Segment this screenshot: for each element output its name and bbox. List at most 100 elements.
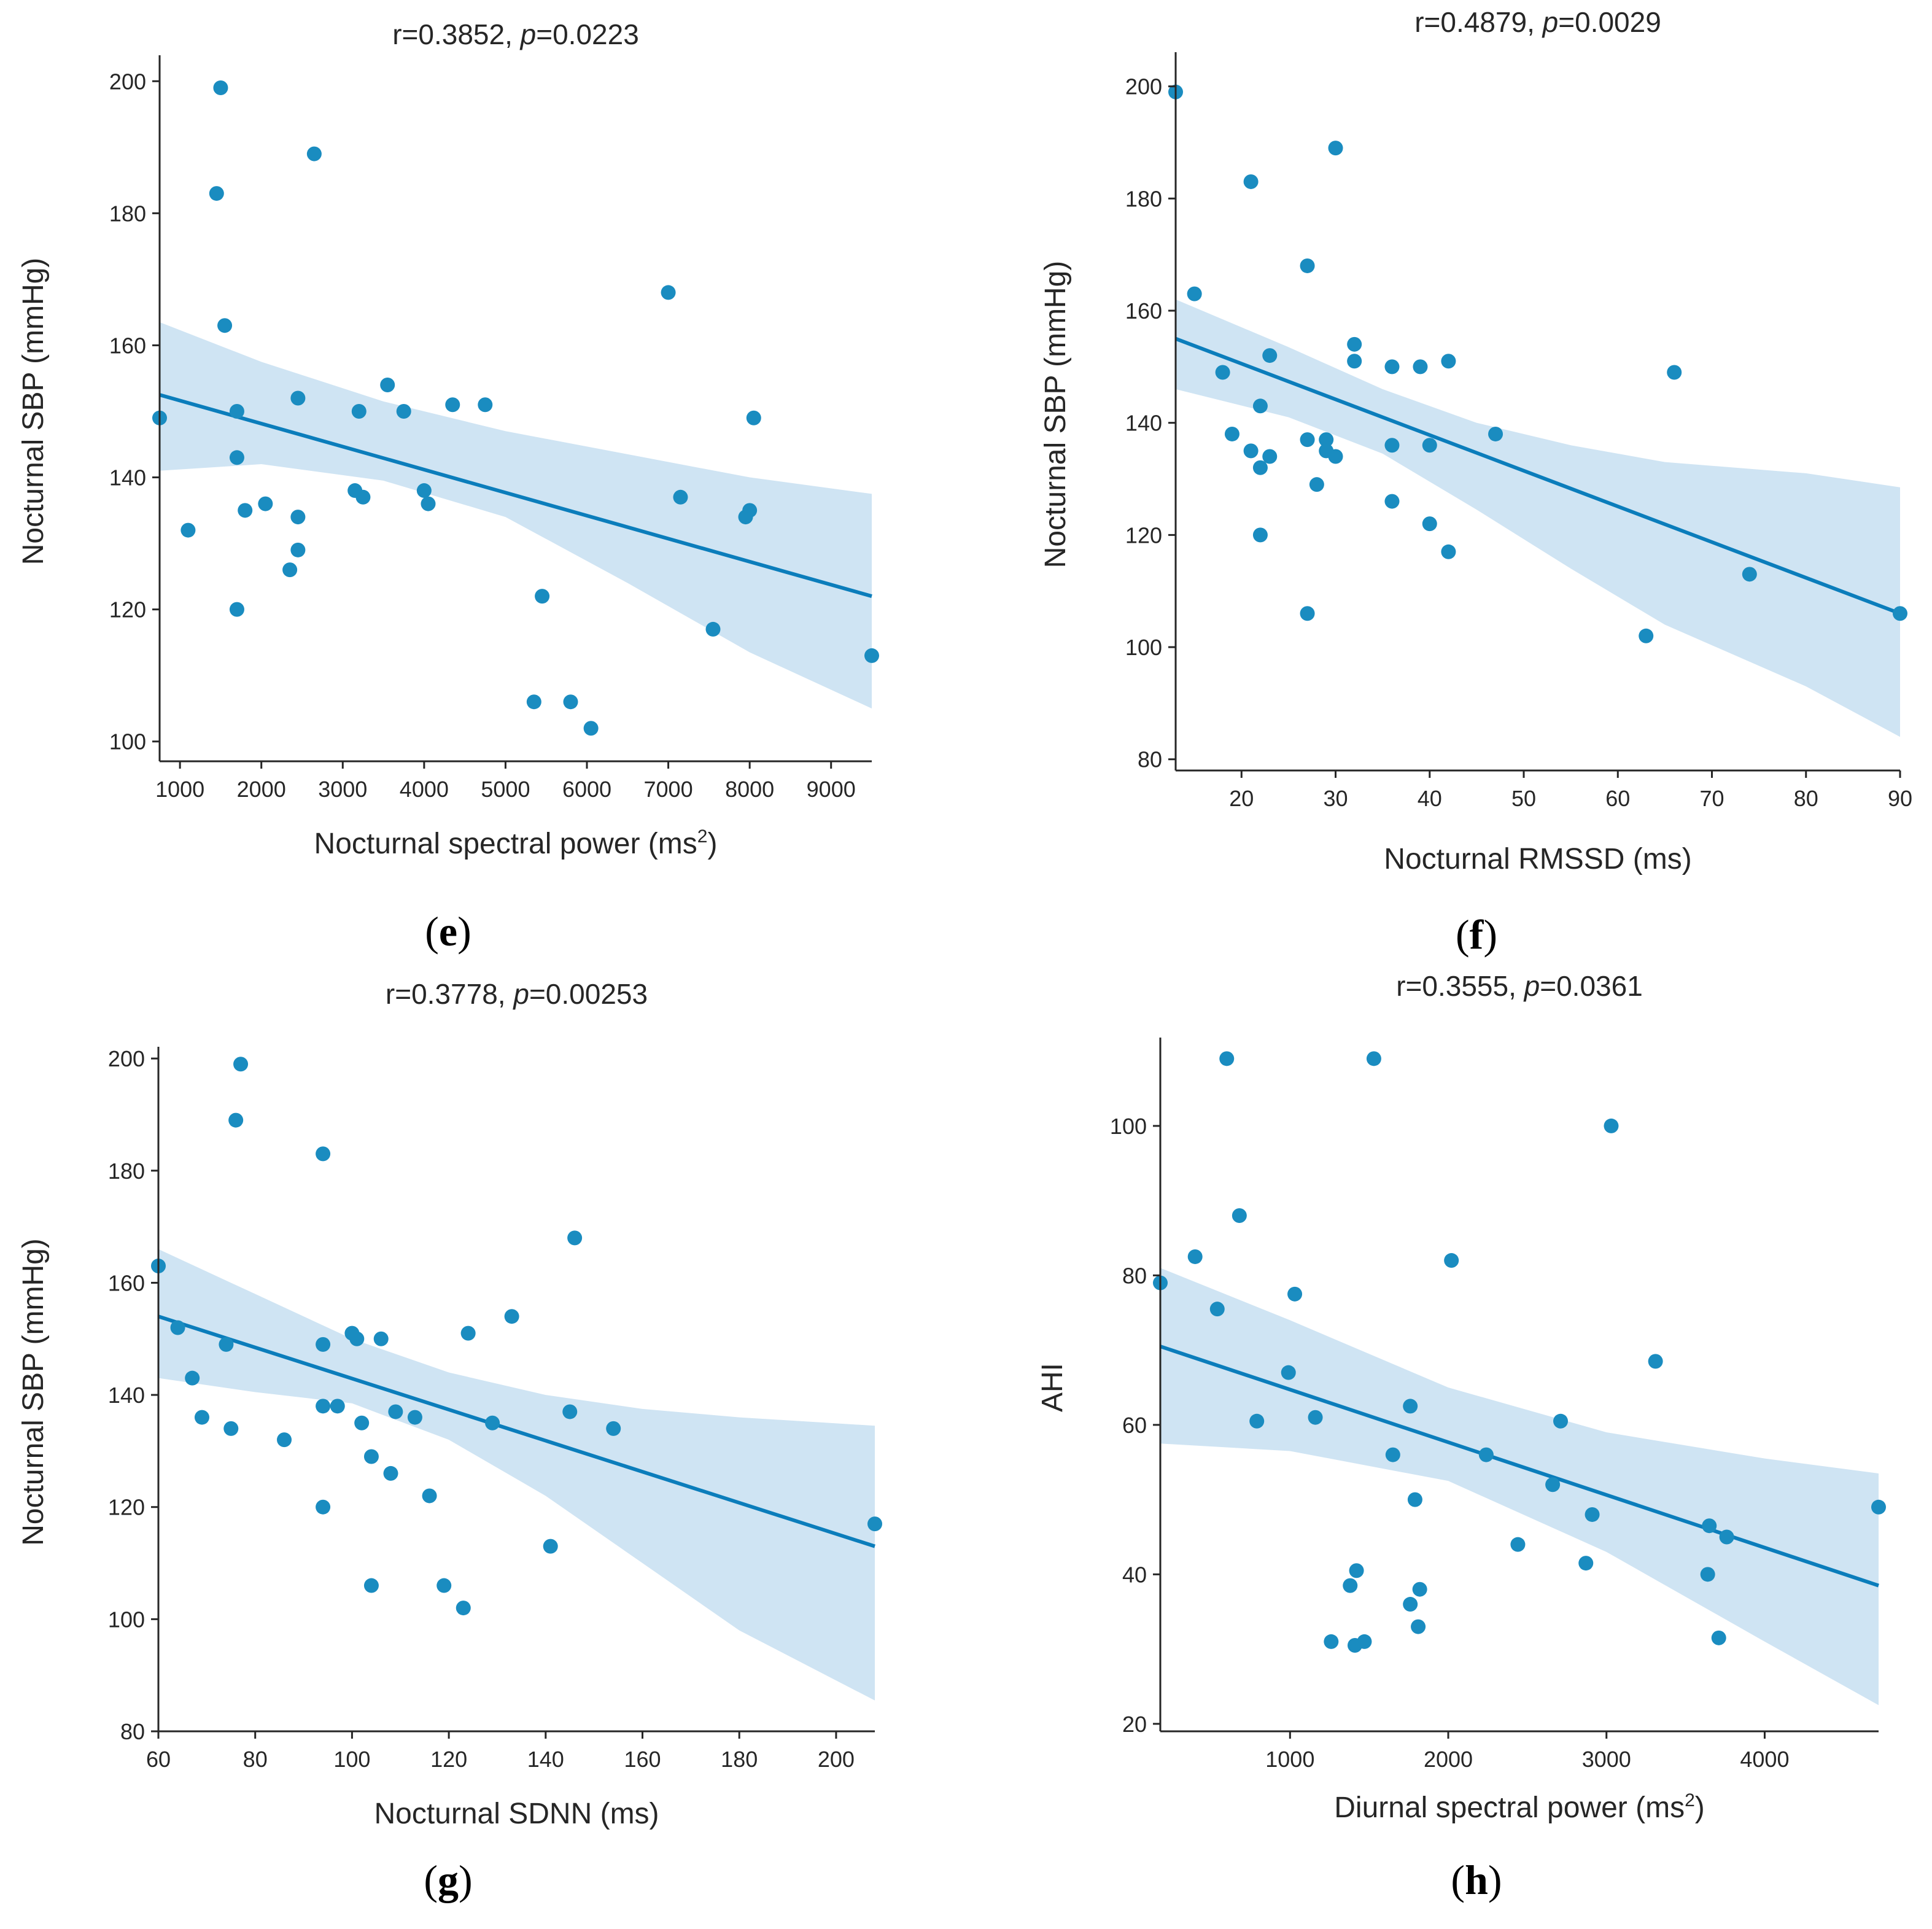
title-r: r=0.3852, — [392, 18, 520, 50]
confidence-band — [160, 322, 872, 708]
data-point — [1209, 1302, 1225, 1317]
data-point — [290, 510, 306, 525]
data-point — [1893, 606, 1907, 621]
data-point — [388, 1404, 403, 1419]
data-point — [562, 1404, 578, 1419]
y-axis-title: Nocturnal SBP (mmHg) — [1039, 261, 1072, 569]
y-tick-label: 160 — [109, 333, 146, 358]
data-point — [1343, 1578, 1358, 1593]
y-tick-label: 160 — [108, 1270, 145, 1295]
data-point — [1249, 1413, 1265, 1429]
y-tick-label: 40 — [1122, 1562, 1147, 1587]
data-point — [1478, 1447, 1494, 1462]
data-point — [396, 404, 411, 419]
data-point — [1187, 1249, 1203, 1264]
data-point — [1667, 365, 1682, 380]
data-point — [1300, 432, 1315, 448]
x-tick-label: 100 — [333, 1747, 370, 1772]
y-tick-label: 100 — [1125, 635, 1162, 660]
data-point — [277, 1432, 292, 1448]
x-tick-label: 160 — [624, 1747, 661, 1772]
data-point — [1300, 606, 1315, 621]
y-tick-label: 100 — [1110, 1114, 1147, 1139]
data-point — [1578, 1556, 1594, 1571]
x-tick-label: 4000 — [400, 777, 449, 802]
data-point — [864, 648, 879, 663]
title-p-symbol: p — [1542, 6, 1559, 38]
data-point — [258, 496, 273, 511]
x-tick-label: 60 — [1605, 786, 1630, 811]
x-tick-label: 200 — [818, 1747, 855, 1772]
data-point — [1309, 477, 1324, 492]
y-tick-label: 200 — [109, 69, 146, 94]
data-point — [1319, 432, 1334, 448]
y-tick-label: 180 — [108, 1159, 145, 1184]
confidence-band — [1176, 299, 1900, 737]
data-point — [330, 1399, 345, 1414]
x-tick-label: 2000 — [1424, 1747, 1473, 1772]
x-tick-label: 1000 — [155, 777, 204, 802]
plot-area — [151, 1057, 882, 1701]
x-tick-label: 4000 — [1740, 1747, 1789, 1772]
plot-area — [152, 80, 879, 736]
data-point — [1639, 628, 1654, 643]
y-axis-title: AHI — [1036, 1363, 1069, 1412]
panel-label: (h) — [1451, 1857, 1502, 1903]
data-point — [504, 1309, 519, 1324]
regression-line — [159, 393, 872, 599]
chart-h: 1000 2000 3000 4000 20 40 60 80 100 r=0.3555, p=0… — [1036, 970, 1886, 1903]
data-point — [209, 186, 224, 201]
data-point — [1585, 1507, 1600, 1522]
y-tick-label: 120 — [108, 1495, 145, 1520]
data-point — [606, 1421, 621, 1436]
chart-e: 1000 2000 3000 4000 5000 6000 7000 8000 9000 100 1… — [17, 18, 879, 955]
data-point — [355, 489, 371, 505]
x-tick-label: 8000 — [725, 777, 774, 802]
data-point — [282, 562, 298, 578]
data-point — [290, 542, 306, 557]
data-point — [436, 1578, 452, 1593]
data-point — [316, 1146, 331, 1162]
y-tick-label: 200 — [108, 1046, 145, 1071]
data-point — [349, 1331, 365, 1346]
x-axis-title: Diurnal spectral power (ms2) — [1334, 1790, 1705, 1824]
data-point — [1328, 141, 1343, 156]
plot-area — [1153, 1051, 1886, 1706]
data-point — [1328, 449, 1343, 464]
data-point — [661, 285, 676, 300]
x-tick-label: 70 — [1699, 786, 1724, 811]
x-tick-label: 2000 — [237, 777, 286, 802]
plot-title: r=0.3555, p=0.0361 — [1396, 970, 1643, 1002]
x-tick-label: 140 — [527, 1747, 564, 1772]
data-point — [1385, 1447, 1400, 1462]
y-tick-label: 160 — [1125, 298, 1162, 324]
data-point — [1281, 1365, 1296, 1380]
data-point — [1871, 1499, 1886, 1515]
data-point — [1422, 516, 1437, 532]
x-tick-label: 80 — [243, 1747, 268, 1772]
data-point — [1700, 1567, 1715, 1582]
y-tick-label: 100 — [109, 729, 146, 755]
data-point — [1384, 438, 1400, 453]
data-point — [1510, 1537, 1526, 1552]
y-tick-label: 60 — [1122, 1413, 1147, 1438]
x-tick-label: 1000 — [1265, 1747, 1314, 1772]
x-tick-label: 9000 — [807, 777, 856, 802]
x-axis-title: Nocturnal SDNN (ms) — [374, 1798, 659, 1830]
data-point — [1422, 438, 1437, 453]
data-point — [1252, 527, 1268, 543]
data-point — [1215, 365, 1230, 380]
data-point — [316, 1499, 331, 1515]
y-tick-label: 20 — [1122, 1712, 1147, 1737]
data-point — [1243, 443, 1259, 459]
data-point — [229, 602, 244, 617]
data-point — [1219, 1051, 1235, 1066]
title-p-value: =0.00253 — [529, 978, 648, 1010]
data-point — [363, 1578, 379, 1593]
data-point — [373, 1331, 389, 1346]
data-point — [1262, 348, 1278, 363]
data-point — [478, 397, 493, 413]
data-point — [1224, 426, 1240, 441]
data-point — [194, 1410, 209, 1425]
data-point — [185, 1370, 200, 1386]
